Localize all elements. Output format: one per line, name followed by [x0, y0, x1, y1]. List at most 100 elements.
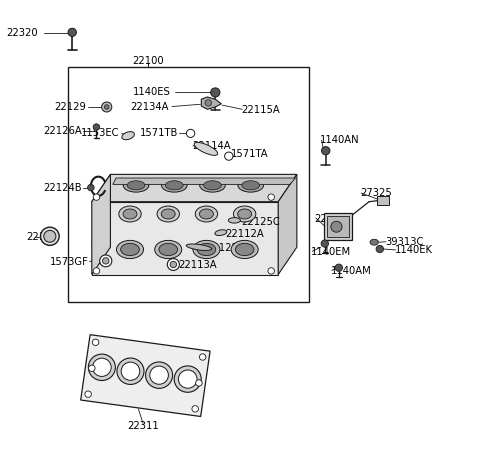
Polygon shape — [92, 174, 110, 274]
Ellipse shape — [161, 179, 187, 192]
Ellipse shape — [193, 240, 220, 259]
Text: 22129: 22129 — [54, 102, 86, 112]
Ellipse shape — [159, 243, 178, 256]
Ellipse shape — [150, 366, 168, 384]
Ellipse shape — [200, 179, 225, 192]
Ellipse shape — [117, 240, 144, 259]
Ellipse shape — [238, 179, 264, 192]
Text: 22114A: 22114A — [192, 141, 230, 151]
Circle shape — [331, 221, 342, 232]
Ellipse shape — [215, 230, 227, 235]
Circle shape — [335, 264, 343, 271]
Ellipse shape — [155, 240, 182, 259]
Ellipse shape — [238, 209, 252, 219]
Polygon shape — [92, 174, 297, 202]
Bar — [324, 213, 352, 240]
Circle shape — [44, 230, 56, 242]
Circle shape — [92, 339, 99, 345]
Ellipse shape — [121, 362, 140, 380]
Text: 22126A: 22126A — [43, 126, 82, 136]
Text: 22331: 22331 — [314, 213, 346, 224]
Text: 22112A: 22112A — [225, 229, 264, 239]
Ellipse shape — [242, 181, 260, 190]
Circle shape — [100, 255, 112, 267]
Text: 22134A: 22134A — [130, 102, 168, 112]
Ellipse shape — [123, 179, 149, 192]
Polygon shape — [201, 97, 221, 109]
Ellipse shape — [166, 181, 183, 190]
Text: 1140EK: 1140EK — [395, 245, 433, 256]
Circle shape — [68, 28, 76, 37]
Text: 22125C: 22125C — [241, 217, 280, 227]
Text: 1140EM: 1140EM — [311, 247, 351, 257]
Ellipse shape — [123, 209, 137, 219]
Circle shape — [89, 365, 95, 371]
Ellipse shape — [235, 243, 254, 256]
Ellipse shape — [93, 358, 111, 376]
Circle shape — [93, 194, 100, 200]
Circle shape — [87, 185, 94, 191]
Polygon shape — [278, 174, 297, 274]
Ellipse shape — [233, 206, 256, 222]
Text: 22311: 22311 — [127, 420, 159, 431]
Circle shape — [322, 147, 330, 155]
Circle shape — [321, 240, 328, 247]
Bar — [69, 67, 309, 302]
Ellipse shape — [119, 206, 141, 222]
Ellipse shape — [370, 239, 378, 245]
Polygon shape — [92, 202, 278, 274]
Circle shape — [268, 194, 275, 200]
Text: 1140AN: 1140AN — [320, 135, 360, 145]
Ellipse shape — [157, 206, 180, 222]
Ellipse shape — [122, 131, 134, 140]
Text: 1573GF: 1573GF — [49, 257, 88, 267]
Text: 39313C: 39313C — [385, 237, 424, 247]
Text: 1571TB: 1571TB — [140, 128, 178, 138]
Ellipse shape — [88, 354, 115, 381]
Circle shape — [192, 406, 198, 412]
Circle shape — [85, 391, 91, 398]
Circle shape — [225, 152, 233, 160]
Ellipse shape — [194, 142, 218, 155]
Circle shape — [103, 258, 109, 264]
Ellipse shape — [195, 206, 217, 222]
Text: 1140AM: 1140AM — [331, 266, 372, 276]
Ellipse shape — [231, 240, 258, 259]
Text: 22144: 22144 — [26, 232, 58, 242]
Ellipse shape — [117, 358, 144, 384]
Text: 1153EC: 1153EC — [81, 128, 120, 138]
Circle shape — [199, 354, 206, 360]
Circle shape — [376, 245, 384, 253]
Circle shape — [196, 380, 202, 386]
Text: 22113A: 22113A — [178, 261, 216, 270]
Polygon shape — [113, 178, 296, 185]
Bar — [327, 216, 348, 237]
Ellipse shape — [200, 209, 214, 219]
Circle shape — [102, 102, 112, 112]
Text: 22124B: 22124B — [43, 183, 82, 193]
Text: 22320: 22320 — [7, 28, 38, 38]
Circle shape — [93, 267, 100, 274]
Ellipse shape — [197, 243, 216, 256]
Ellipse shape — [120, 243, 139, 256]
Circle shape — [93, 124, 100, 130]
Ellipse shape — [204, 181, 221, 190]
Text: 22115A: 22115A — [241, 105, 280, 115]
Ellipse shape — [127, 181, 145, 190]
Circle shape — [170, 262, 177, 267]
Text: 27325: 27325 — [360, 189, 392, 198]
Ellipse shape — [179, 370, 197, 388]
Ellipse shape — [145, 362, 173, 388]
Circle shape — [168, 259, 180, 270]
Circle shape — [186, 129, 195, 137]
Bar — [377, 196, 389, 205]
Ellipse shape — [186, 244, 212, 251]
Text: 22100: 22100 — [132, 55, 164, 65]
Text: 1571TA: 1571TA — [231, 149, 268, 159]
Polygon shape — [81, 335, 210, 416]
Text: 1140ES: 1140ES — [133, 87, 171, 98]
Ellipse shape — [174, 366, 201, 393]
Circle shape — [211, 88, 220, 97]
Ellipse shape — [161, 209, 175, 219]
Circle shape — [104, 105, 109, 109]
